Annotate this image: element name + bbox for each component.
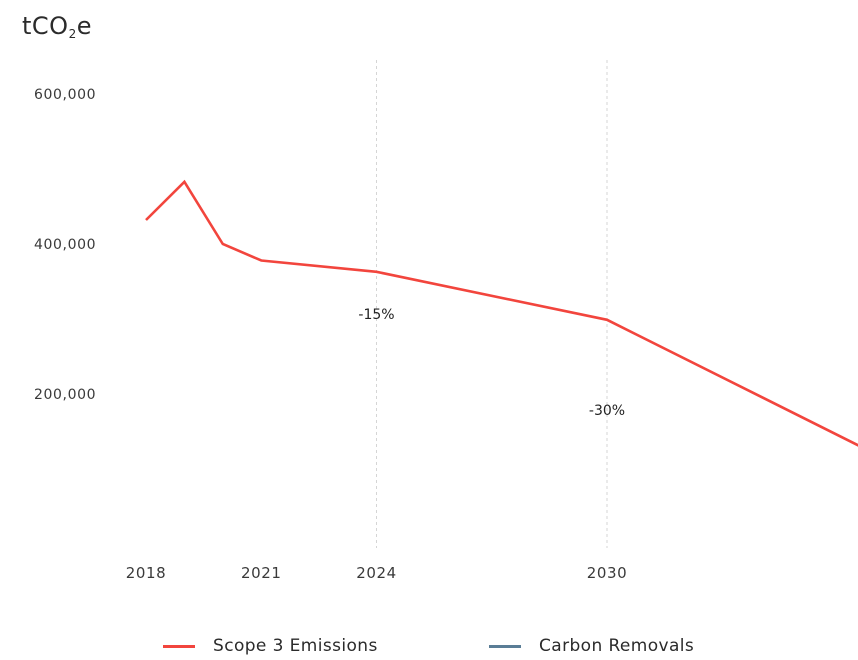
chart-legend: Scope 3 Emissions Carbon Removals xyxy=(0,636,858,660)
legend-swatch-scope3 xyxy=(163,644,195,648)
legend-item-scope3[interactable]: Scope 3 Emissions xyxy=(163,636,378,656)
reduction-annotations: -15%-30%-90% xyxy=(358,307,625,419)
x-tick-label: 2024 xyxy=(356,564,397,582)
series-lines xyxy=(145,179,858,447)
series-line-0 xyxy=(145,179,858,447)
legend-swatch-removals xyxy=(489,644,521,648)
reduction-annotation: -30% xyxy=(589,403,625,419)
legend-item-removals[interactable]: Carbon Removals xyxy=(489,636,694,656)
reduction-annotation: -15% xyxy=(358,307,394,323)
x-axis-ticks: 20182021202420302040 xyxy=(126,564,628,582)
y-tick-label: 600,000 xyxy=(34,87,96,103)
emissions-line-chart: 200,000 400,000 600,000 2018 2021 2024 2030 20… xyxy=(34,60,858,582)
grid-lines xyxy=(376,60,608,548)
y-tick-label: 200,000 xyxy=(34,387,96,403)
y-tick-label: 400,000 xyxy=(34,237,96,253)
x-tick-label: 2018 xyxy=(126,564,167,582)
x-tick-label: 2021 xyxy=(241,564,282,582)
legend-label-scope3: Scope 3 Emissions xyxy=(213,636,378,656)
x-tick-label: 2030 xyxy=(587,564,628,582)
y-axis-ticks: 200,000 400,000 600,000 xyxy=(34,87,96,403)
y-axis-unit-label: tCO2e xyxy=(22,12,92,41)
legend-label-removals: Carbon Removals xyxy=(539,636,695,656)
